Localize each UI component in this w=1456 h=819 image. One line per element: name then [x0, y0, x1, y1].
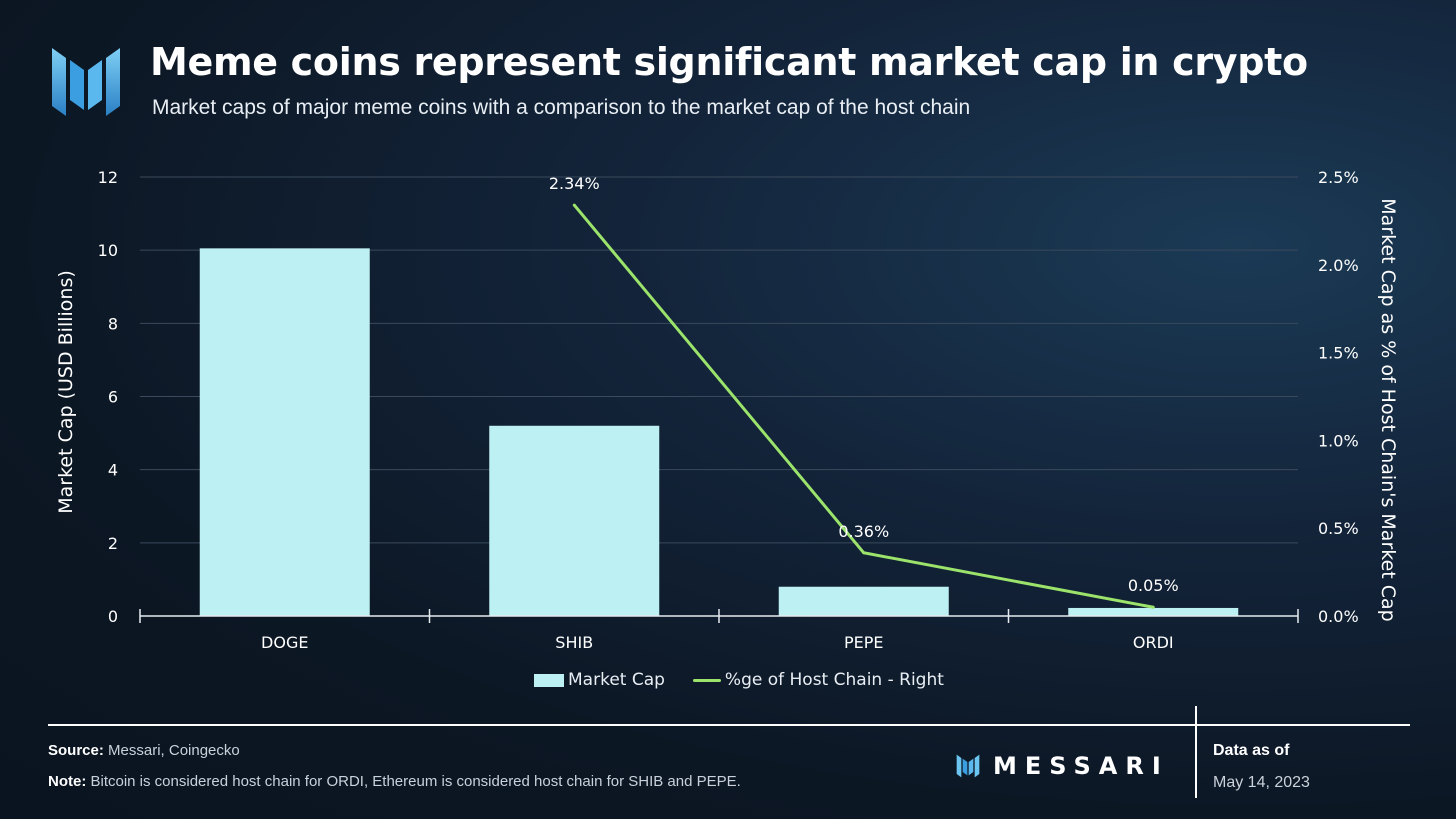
y-tick-label-12: 12 [98, 168, 118, 187]
chart-title: Meme coins represent significant market … [150, 40, 1308, 84]
y-tick-label-4: 4 [108, 461, 118, 480]
host-chain-note: Note: Bitcoin is considered host chain f… [48, 773, 741, 790]
x-tick-label-ordi: ORDI [1133, 633, 1174, 652]
y-tick-label-0: 0 [108, 607, 118, 626]
y2-tick-label-5: 2.5% [1318, 168, 1359, 187]
data-as-of-label: Data as of [1213, 742, 1290, 759]
y-axis-left: 0 2 4 6 8 10 12 [98, 168, 118, 626]
y2-tick-label-3: 1.5% [1318, 344, 1359, 363]
legend-item-market-cap: Market Cap [534, 670, 665, 690]
x-axis: DOGE SHIB PEPE ORDI [139, 609, 1299, 652]
chart-subtitle: Market caps of major meme coins with a c… [152, 96, 971, 119]
data-label-pepe: 0.36% [838, 522, 889, 541]
legend-swatch-bar [534, 673, 564, 687]
y2-tick-label-0: 0.0% [1318, 607, 1359, 626]
bar-doge [199, 248, 370, 616]
y2-tick-label-4: 2.0% [1318, 256, 1359, 275]
line-point-1 [862, 551, 866, 555]
x-tick-label-pepe: PEPE [844, 633, 884, 652]
messari-logo-icon [52, 48, 120, 116]
data-label-ordi: 0.05% [1128, 576, 1179, 595]
note-text: Bitcoin is considered host chain for ORD… [86, 773, 741, 790]
x-tick-label-shib: SHIB [555, 633, 593, 652]
legend-label-market-cap: Market Cap [568, 670, 665, 690]
line-host-chain-pct [573, 204, 1154, 609]
y-tick-label-8: 8 [108, 314, 118, 333]
brand-wordmark: MESSARI [993, 752, 1169, 780]
y-tick-label-6: 6 [108, 388, 118, 407]
y-tick-label-10: 10 [98, 241, 118, 260]
source-note: Source: Messari, Coingecko [48, 742, 240, 759]
y2-axis-title: Market Cap as % of Host Chain's Market C… [1377, 198, 1399, 621]
footer-divider [48, 724, 1410, 726]
source-label: Source: [48, 742, 104, 759]
messari-brand: MESSARI [955, 752, 1169, 780]
legend-item-host-chain: %ge of Host Chain - Right [692, 670, 944, 690]
x-tick-label-doge: DOGE [261, 633, 308, 652]
bar-pepe [778, 586, 949, 616]
y-axis-title: Market Cap (USD Billions) [55, 270, 77, 514]
bar-shib [489, 425, 660, 616]
line-series [572, 203, 1155, 609]
line-point-2 [1151, 605, 1155, 609]
y2-tick-label-2: 1.0% [1318, 431, 1359, 450]
data-label-shib: 2.34% [549, 174, 600, 193]
data-as-of-date: May 14, 2023 [1213, 774, 1310, 791]
messari-small-logo-icon [956, 754, 980, 778]
data-labels: 2.34% 0.36% 0.05% [549, 174, 1179, 595]
source-text: Messari, Coingecko [103, 742, 240, 759]
legend-swatch-line [692, 678, 721, 682]
legend: Market Cap %ge of Host Chain - Right [534, 668, 944, 692]
note-label: Note: [48, 773, 87, 790]
y-tick-label-2: 2 [108, 534, 118, 553]
y-axis-right: 0.0% 0.5% 1.0% 1.5% 2.0% 2.5% [1318, 168, 1359, 626]
line-point-0 [572, 203, 576, 207]
bar-series [199, 248, 1239, 616]
legend-label-host-chain: %ge of Host Chain - Right [724, 670, 944, 690]
bar-ordi [1068, 607, 1239, 616]
footer-vertical-divider [1195, 706, 1197, 798]
y2-tick-label-1: 0.5% [1318, 519, 1359, 538]
